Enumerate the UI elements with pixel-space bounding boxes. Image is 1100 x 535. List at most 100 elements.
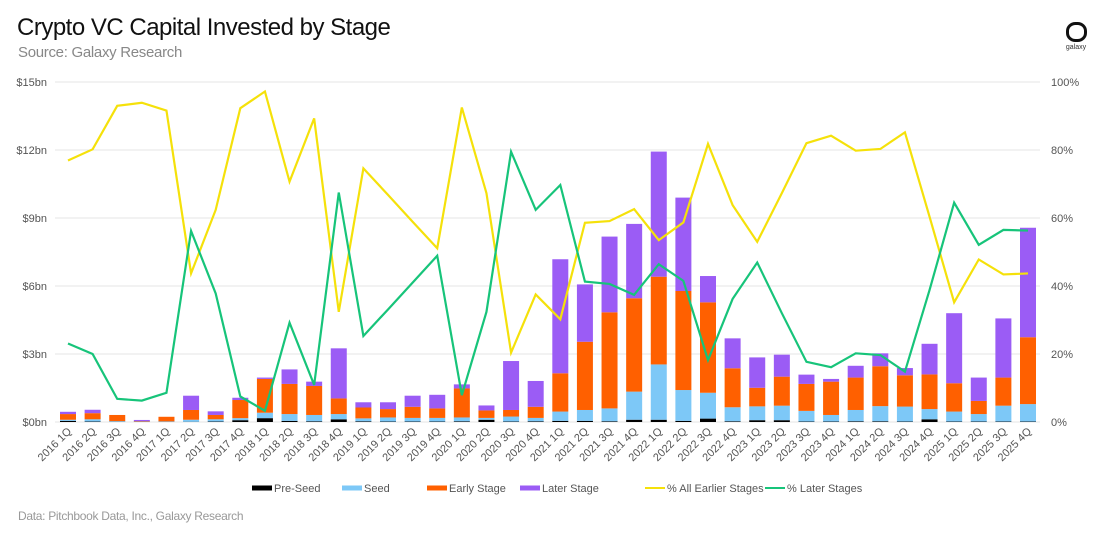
bar-early-stage (823, 381, 840, 415)
bar-pre-seed (232, 420, 249, 422)
bar-pre-seed (552, 420, 569, 422)
bar-early-stage (404, 406, 421, 418)
right-axis-tick-label: 100% (1051, 77, 1079, 89)
bar-later-stage (946, 313, 963, 384)
bar-pre-seed (650, 419, 667, 422)
bar-pre-seed (576, 420, 593, 422)
bar-early-stage (503, 409, 520, 417)
bar-later-stage (256, 377, 273, 379)
bar-later-stage (970, 377, 987, 401)
left-axis-tick-label: $9bn (23, 213, 47, 225)
bar-later-stage (601, 236, 618, 313)
bar-early-stage (281, 383, 298, 415)
bar-pre-seed (675, 420, 692, 422)
bar-later-stage (921, 343, 938, 375)
bar-early-stage (749, 387, 766, 407)
bar-later-stage (1020, 227, 1036, 338)
chart-subtitle: Source: Galaxy Research (18, 44, 183, 61)
bar-later-stage (798, 374, 815, 384)
bar-later-stage (527, 380, 544, 407)
bar-later-stage (700, 276, 716, 303)
gridlines (55, 81, 1040, 423)
bar-pre-seed (281, 420, 298, 422)
lines (67, 89, 1029, 413)
legend-swatch (342, 485, 362, 491)
bar-early-stage (183, 409, 200, 420)
bar-seed (232, 418, 249, 421)
bar-pre-seed (330, 419, 347, 422)
bar-later-stage (749, 357, 766, 388)
bar-later-stage (60, 411, 76, 415)
bar-seed (847, 409, 864, 422)
bar-pre-seed (355, 421, 372, 422)
bar-later-stage (232, 397, 249, 401)
bar-pre-seed (306, 421, 323, 422)
bar-pre-seed (872, 421, 889, 422)
bar-seed (675, 390, 692, 421)
bar-early-stage (453, 388, 470, 418)
bar-later-stage (380, 402, 396, 410)
bar-seed (453, 417, 470, 422)
right-axis-tick-label: 60% (1051, 213, 1073, 225)
galaxy-logo-icon (1065, 22, 1087, 42)
bar-seed (60, 419, 76, 421)
bar-seed (650, 364, 667, 420)
bar-later-stage (626, 223, 643, 299)
left-axis-tick-label: $0bn (23, 417, 47, 429)
bar-early-stage (921, 374, 938, 410)
bar-early-stage (700, 302, 716, 393)
bar-pre-seed (453, 421, 470, 422)
right-axis-ticks: 0% 20% 40% 60% 80% 100% (1051, 77, 1079, 429)
bar-seed (207, 419, 224, 422)
bar-early-stage (380, 409, 396, 418)
bar-pre-seed (256, 418, 273, 422)
bar-later-stage (823, 378, 840, 382)
bar-pre-seed (749, 420, 766, 422)
bar-early-stage (650, 276, 667, 365)
bar-early-stage (847, 377, 864, 410)
bar-early-stage (552, 373, 569, 412)
left-axis-tick-label: $3bn (23, 349, 47, 361)
bars (60, 151, 1036, 422)
bar-seed (921, 409, 938, 420)
left-axis-tick-label: $15bn (16, 77, 47, 89)
bar-seed (552, 411, 569, 421)
bar-early-stage (626, 298, 643, 392)
left-axis-tick-label: $6bn (23, 281, 47, 293)
bar-later-stage (330, 348, 347, 399)
bar-early-stage (207, 414, 224, 420)
legend-swatch (427, 485, 447, 491)
bar-later-stage (675, 197, 692, 291)
left-axis-tick-label: $12bn (16, 145, 47, 157)
legend-swatch (645, 487, 665, 489)
bar-seed (404, 417, 421, 422)
bar-seed (527, 417, 544, 422)
right-axis-tick-label: 80% (1051, 145, 1073, 157)
bar-seed (995, 405, 1012, 422)
bar-pre-seed (626, 419, 643, 422)
bar-later-stage (355, 402, 372, 408)
bar-seed (183, 419, 200, 422)
bar-early-stage (306, 385, 323, 415)
bar-later-stage (503, 361, 520, 410)
bar-later-stage (995, 318, 1012, 378)
legend-label: Early Stage (449, 483, 506, 495)
bar-later-stage (281, 369, 298, 384)
logo-text: galaxy (1065, 44, 1087, 51)
legend-label: % Later Stages (787, 483, 863, 495)
bar-seed (946, 411, 963, 422)
bar-seed (749, 406, 766, 421)
bar-early-stage (970, 400, 987, 415)
bar-seed (823, 414, 840, 422)
bar-early-stage (527, 406, 544, 418)
bar-early-stage (60, 414, 76, 420)
bar-early-stage (576, 341, 593, 410)
bar-early-stage (601, 312, 618, 409)
right-axis-tick-label: 20% (1051, 349, 1073, 361)
bar-seed (700, 392, 716, 419)
bar-pre-seed (724, 421, 741, 422)
bar-pre-seed (601, 421, 618, 422)
bar-pre-seed (847, 421, 864, 422)
